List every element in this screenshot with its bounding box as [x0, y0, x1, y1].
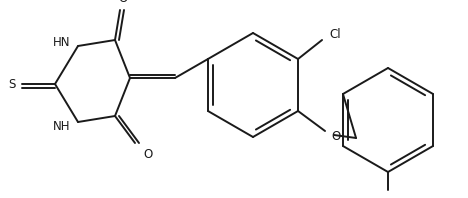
Text: NH: NH [52, 120, 70, 132]
Text: O: O [143, 148, 152, 161]
Text: HN: HN [52, 35, 70, 49]
Text: O: O [331, 129, 340, 143]
Text: O: O [118, 0, 128, 5]
Text: S: S [8, 77, 16, 90]
Text: Cl: Cl [329, 29, 341, 42]
